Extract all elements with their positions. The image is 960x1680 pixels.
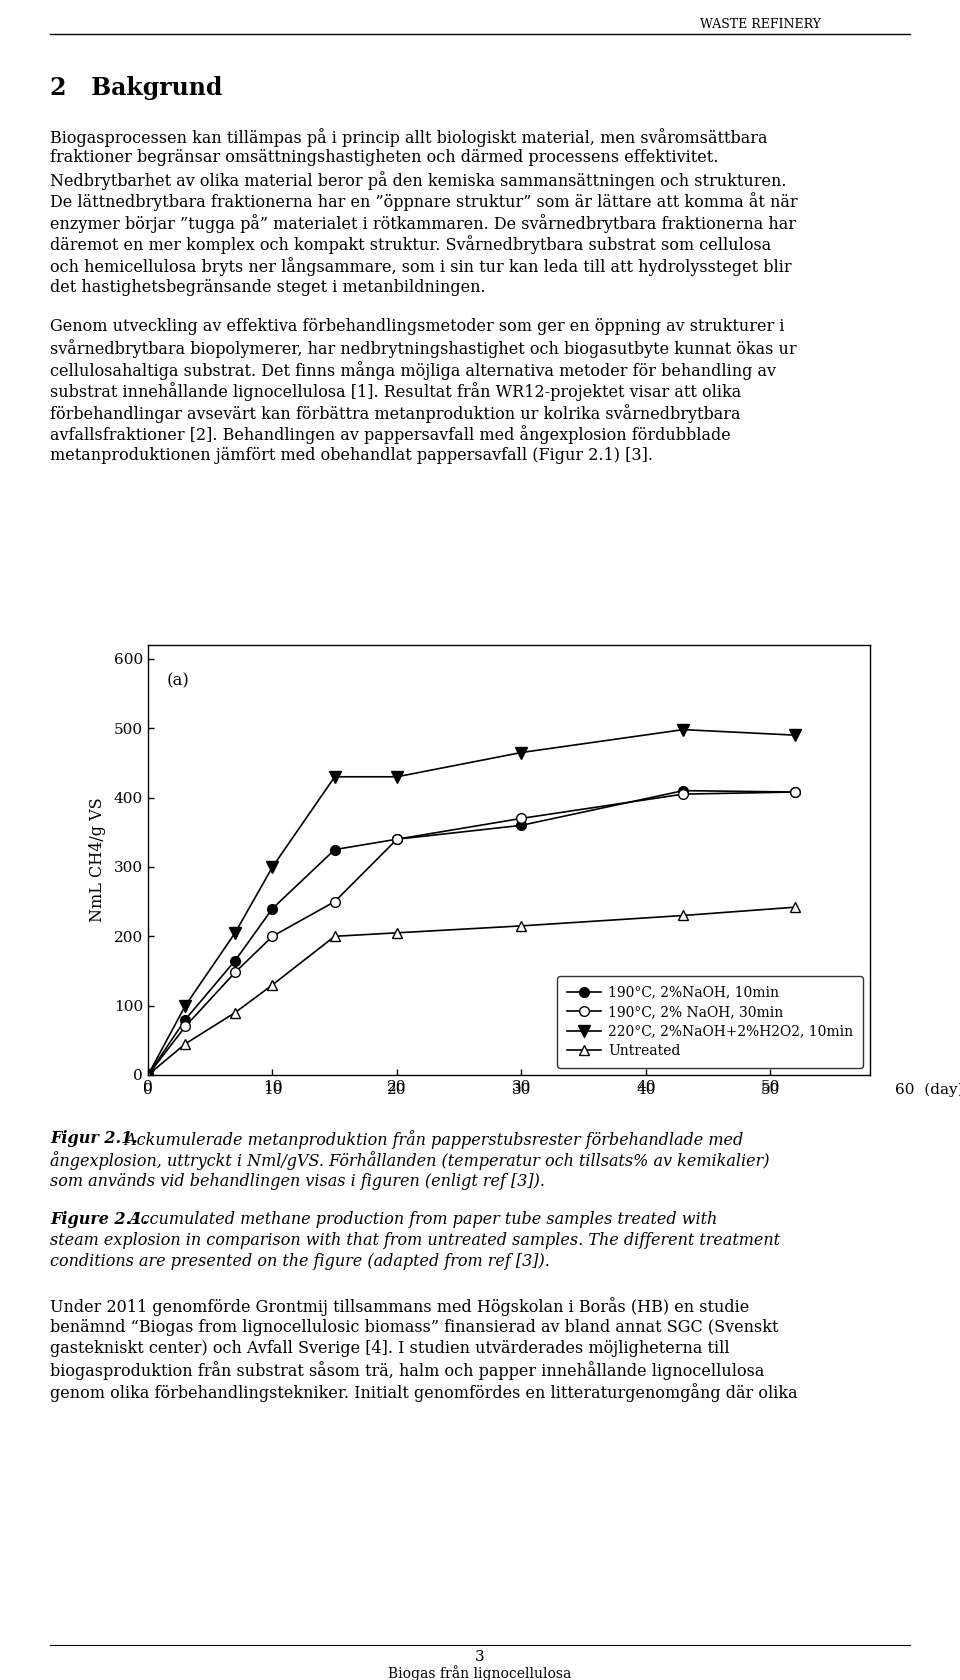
220°C, 2%NaOH+2%H2O2, 10min <box>142 1065 154 1085</box>
Text: WASTE REFINERY: WASTE REFINERY <box>700 18 821 30</box>
190°C, 2%NaOH, 10min <box>229 951 241 971</box>
Text: metanproduktionen jämfört med obehandlat pappersavfall (Figur 2.1) [3].: metanproduktionen jämfört med obehandlat… <box>50 447 653 464</box>
Text: det hastighetsbegränsande steget i metanbildningen.: det hastighetsbegränsande steget i metan… <box>50 279 486 296</box>
Text: (a): (a) <box>167 672 189 690</box>
190°C, 2% NaOH, 30min <box>789 781 801 801</box>
Text: steam explosion in comparison with that from untreated samples. The different tr: steam explosion in comparison with that … <box>50 1231 780 1248</box>
190°C, 2% NaOH, 30min <box>142 1065 154 1085</box>
Line: 190°C, 2%NaOH, 10min: 190°C, 2%NaOH, 10min <box>143 786 801 1080</box>
Text: conditions are presented on the figure (adapted from ref [3]).: conditions are presented on the figure (… <box>50 1253 550 1270</box>
Text: gastekniskt center) och Avfall Sverige [4]. I studien utvärderades möjligheterna: gastekniskt center) och Avfall Sverige [… <box>50 1341 730 1357</box>
Text: Figur 2.1.: Figur 2.1. <box>50 1131 138 1147</box>
Text: förbehandlingar avsevärt kan förbättra metanproduktion ur kolrika svårnedbrytbar: förbehandlingar avsevärt kan förbättra m… <box>50 403 740 423</box>
220°C, 2%NaOH+2%H2O2, 10min <box>267 857 278 877</box>
190°C, 2% NaOH, 30min <box>678 785 689 805</box>
Text: Biogasprocessen kan tillämpas på i princip allt biologiskt material, men svåroms: Biogasprocessen kan tillämpas på i princ… <box>50 128 767 146</box>
Text: som används vid behandlingen visas i figuren (enligt ref [3]).: som används vid behandlingen visas i fig… <box>50 1173 545 1189</box>
Line: 190°C, 2% NaOH, 30min: 190°C, 2% NaOH, 30min <box>143 788 801 1080</box>
Untreated <box>267 974 278 995</box>
Text: 3: 3 <box>475 1650 485 1663</box>
Untreated <box>180 1033 191 1053</box>
190°C, 2%NaOH, 10min <box>392 830 403 850</box>
Text: genom olika förbehandlingstekniker. Initialt genomfördes en litteraturgenomgång : genom olika förbehandlingstekniker. Init… <box>50 1383 798 1401</box>
190°C, 2% NaOH, 30min <box>516 808 527 828</box>
220°C, 2%NaOH+2%H2O2, 10min <box>789 726 801 746</box>
Y-axis label: NmL CH4/g VS: NmL CH4/g VS <box>88 798 106 922</box>
Text: 60  (day): 60 (day) <box>895 1084 960 1097</box>
Text: ångexplosion, uttryckt i Nml/gVS. Förhållanden (temperatur och tillsats% av kemi: ångexplosion, uttryckt i Nml/gVS. Förhål… <box>50 1151 770 1171</box>
Line: Untreated: Untreated <box>143 902 801 1080</box>
Text: benämnd “Biogas from lignocellulosic biomass” finansierad av bland annat SGC (Sv: benämnd “Biogas from lignocellulosic bio… <box>50 1319 779 1336</box>
190°C, 2%NaOH, 10min <box>678 781 689 801</box>
190°C, 2%NaOH, 10min <box>516 815 527 835</box>
220°C, 2%NaOH+2%H2O2, 10min <box>229 922 241 942</box>
190°C, 2% NaOH, 30min <box>180 1016 191 1037</box>
Untreated <box>392 922 403 942</box>
190°C, 2% NaOH, 30min <box>267 926 278 946</box>
Text: substrat innehållande lignocellulosa [1]. Resultat från WR12-projektet visar att: substrat innehållande lignocellulosa [1]… <box>50 383 741 402</box>
Untreated <box>142 1065 154 1085</box>
Text: fraktioner begränsar omsättningshastigheten och därmed processens effektivitet.: fraktioner begränsar omsättningshastighe… <box>50 150 718 166</box>
Untreated <box>516 916 527 936</box>
190°C, 2%NaOH, 10min <box>142 1065 154 1085</box>
Text: Biogas från lignocellulosa: Biogas från lignocellulosa <box>388 1665 572 1680</box>
Line: 220°C, 2%NaOH+2%H2O2, 10min: 220°C, 2%NaOH+2%H2O2, 10min <box>142 724 801 1080</box>
190°C, 2%NaOH, 10min <box>180 1010 191 1030</box>
Untreated <box>329 926 341 946</box>
Text: De lättnedbrytbara fraktionerna har en ”öppnare struktur” som är lättare att kom: De lättnedbrytbara fraktionerna har en ”… <box>50 193 798 212</box>
Text: Under 2011 genomförde Grontmij tillsammans med Högskolan i Borås (HB) en studie: Under 2011 genomförde Grontmij tillsamma… <box>50 1297 749 1315</box>
Text: 30: 30 <box>512 1084 531 1097</box>
Legend: 190°C, 2%NaOH, 10min, 190°C, 2% NaOH, 30min, 220°C, 2%NaOH+2%H2O2, 10min, Untrea: 190°C, 2%NaOH, 10min, 190°C, 2% NaOH, 30… <box>557 976 863 1068</box>
220°C, 2%NaOH+2%H2O2, 10min <box>180 996 191 1016</box>
220°C, 2%NaOH+2%H2O2, 10min <box>392 766 403 786</box>
Text: 50: 50 <box>760 1084 780 1097</box>
Text: avfallsfraktioner [2]. Behandlingen av pappersavfall med ångexplosion fördubblad: avfallsfraktioner [2]. Behandlingen av p… <box>50 425 731 445</box>
Text: 0: 0 <box>143 1084 153 1097</box>
Text: Accumulated methane production from paper tube samples treated with: Accumulated methane production from pape… <box>124 1211 717 1228</box>
Untreated <box>229 1003 241 1023</box>
Text: 40: 40 <box>636 1084 656 1097</box>
Untreated <box>789 897 801 917</box>
190°C, 2% NaOH, 30min <box>392 830 403 850</box>
Text: Figure 2.1.: Figure 2.1. <box>50 1211 148 1228</box>
Text: Nedbrytbarhet av olika material beror på den kemiska sammansättningen och strukt: Nedbrytbarhet av olika material beror på… <box>50 171 786 190</box>
Text: 2   Bakgrund: 2 Bakgrund <box>50 76 223 101</box>
Text: Ackumulerade metanproduktion från papperstubsrester förbehandlade med: Ackumulerade metanproduktion från papper… <box>120 1131 743 1149</box>
Text: och hemicellulosa bryts ner långsammare, som i sin tur kan leda till att hydroly: och hemicellulosa bryts ner långsammare,… <box>50 257 792 276</box>
Untreated <box>678 906 689 926</box>
Text: biogasproduktion från substrat såsom trä, halm och papper innehållande lignocell: biogasproduktion från substrat såsom trä… <box>50 1361 764 1381</box>
190°C, 2% NaOH, 30min <box>329 892 341 912</box>
220°C, 2%NaOH+2%H2O2, 10min <box>678 719 689 739</box>
Text: däremot en mer komplex och kompakt struktur. Svårnedbrytbara substrat som cellul: däremot en mer komplex och kompakt struk… <box>50 235 771 254</box>
190°C, 2%NaOH, 10min <box>789 781 801 801</box>
Text: enzymer börjar ”tugga på” materialet i rötkammaren. De svårnedbrytbara fraktione: enzymer börjar ”tugga på” materialet i r… <box>50 213 796 234</box>
220°C, 2%NaOH+2%H2O2, 10min <box>516 743 527 763</box>
Text: 20: 20 <box>387 1084 407 1097</box>
Text: cellulosahaltiga substrat. Det finns många möjliga alternativa metoder för behan: cellulosahaltiga substrat. Det finns mån… <box>50 361 776 380</box>
Text: Genom utveckling av effektiva förbehandlingsmetoder som ger en öppning av strukt: Genom utveckling av effektiva förbehandl… <box>50 318 784 334</box>
220°C, 2%NaOH+2%H2O2, 10min <box>329 766 341 786</box>
190°C, 2%NaOH, 10min <box>267 899 278 919</box>
Text: 10: 10 <box>263 1084 282 1097</box>
190°C, 2%NaOH, 10min <box>329 840 341 860</box>
Text: svårnedbrytbara biopolymerer, har nedbrytningshastighet och biogasutbyte kunnat : svårnedbrytbara biopolymerer, har nedbry… <box>50 339 797 358</box>
190°C, 2% NaOH, 30min <box>229 963 241 983</box>
